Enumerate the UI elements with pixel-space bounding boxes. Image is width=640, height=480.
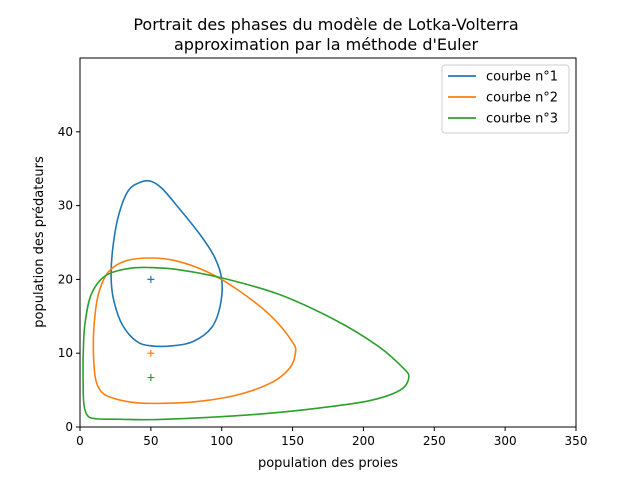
x-tick-label: 300	[494, 434, 517, 448]
legend-label-3: courbe n°3	[486, 112, 558, 127]
y-tick-label: 10	[58, 346, 73, 360]
equilibrium-marker-3	[147, 374, 155, 382]
series-line-2	[92, 257, 297, 405]
legend: courbe n°1 courbe n°2 courbe n°3	[441, 64, 570, 134]
legend-label-1: courbe n°1	[486, 70, 558, 85]
x-tick-label: 150	[281, 434, 304, 448]
y-axis-ticks: 0 10 20 30 40	[58, 125, 80, 434]
x-tick-label: 350	[565, 434, 588, 448]
plot-frame	[79, 57, 577, 428]
x-axis-ticks: 0 50 100 150 200 250 300 350	[76, 427, 587, 448]
series-line-3	[82, 266, 410, 421]
x-tick-label: 0	[76, 434, 84, 448]
legend-label-2: courbe n°2	[486, 91, 558, 106]
y-tick-label: 20	[58, 272, 73, 286]
x-tick-label: 100	[210, 434, 233, 448]
plot-series-group	[82, 179, 410, 421]
x-tick-label: 250	[423, 434, 446, 448]
equilibrium-markers-group	[147, 275, 155, 382]
y-tick-label: 30	[58, 199, 73, 213]
x-tick-label: 200	[352, 434, 375, 448]
legend-box	[441, 64, 570, 134]
series-line-1	[110, 179, 223, 348]
y-tick-label: 40	[58, 125, 73, 139]
chart-title-line1: Portrait des phases du modèle de Lotka-V…	[133, 15, 518, 34]
x-tick-label: 50	[143, 434, 158, 448]
equilibrium-marker-1	[147, 275, 155, 283]
x-axis-label: population des proies	[258, 456, 398, 471]
equilibrium-marker-2	[147, 349, 155, 357]
chart-title-line2: approximation par la méthode d'Euler	[174, 35, 478, 54]
y-tick-label: 0	[65, 420, 73, 434]
y-axis-label: population des prédateurs	[32, 156, 47, 328]
